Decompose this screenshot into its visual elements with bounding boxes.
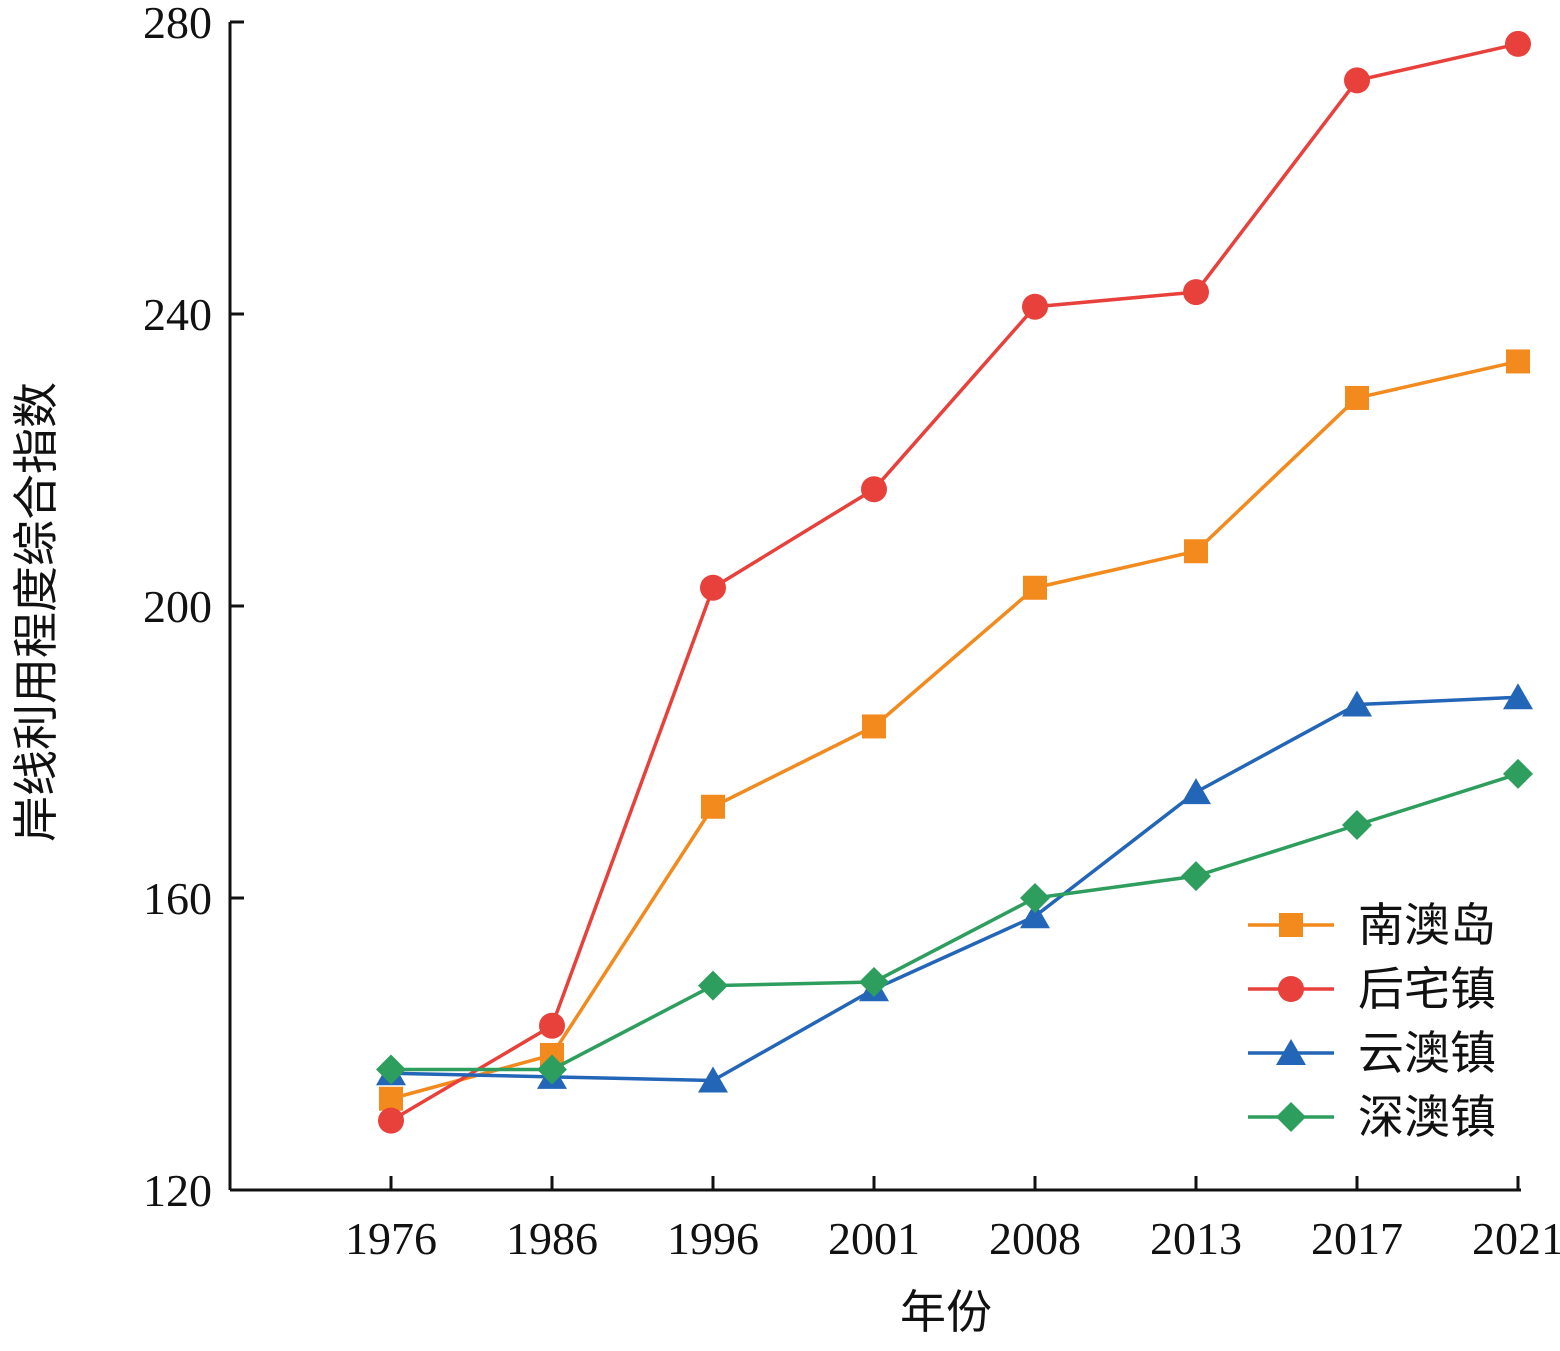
- x-tick-label: 2013: [1150, 1213, 1242, 1264]
- data-point: [1181, 861, 1211, 892]
- data-point: [698, 1066, 728, 1093]
- x-tick-label: 1996: [667, 1213, 759, 1264]
- y-axis-title: 岸线利用程度综合指数: [9, 382, 63, 842]
- series-square: [379, 349, 1530, 1111]
- data-point: [1342, 810, 1372, 840]
- y-tick-label: 280: [143, 0, 212, 48]
- data-point: [862, 714, 886, 739]
- y-tick-label: 240: [143, 289, 212, 340]
- data-point: [1503, 758, 1533, 789]
- data-point: [861, 476, 887, 503]
- y-ticks: 120 160 200 240 280: [143, 0, 244, 1216]
- x-tick-label: 2021: [1472, 1213, 1560, 1264]
- x-tick-label: 2017: [1311, 1213, 1403, 1264]
- data-point: [700, 574, 726, 601]
- legend-item: 云澳镇: [1248, 1026, 1496, 1080]
- legend-marker: [1278, 976, 1304, 1002]
- data-point: [1023, 575, 1047, 600]
- x-tick-label: 1986: [506, 1213, 598, 1264]
- data-point: [1020, 902, 1050, 929]
- series-layer: [376, 30, 1533, 1134]
- legend-label: 后宅镇: [1358, 962, 1496, 1016]
- data-point: [1183, 279, 1209, 306]
- data-point: [1342, 690, 1372, 717]
- series-line: [390, 359, 1519, 1101]
- legend-label: 深澳镇: [1358, 1090, 1496, 1144]
- data-point: [1505, 30, 1531, 57]
- data-point: [537, 1054, 567, 1085]
- legend-item: 深澳镇: [1248, 1090, 1496, 1144]
- legend-marker: [1279, 913, 1303, 937]
- axes: [228, 22, 1521, 1192]
- series-circle: [378, 30, 1531, 1134]
- data-point: [1020, 883, 1050, 913]
- data-point: [1022, 293, 1048, 320]
- data-point: [1506, 349, 1530, 374]
- series-line: [391, 772, 1519, 1072]
- legend-label: 云澳镇: [1358, 1026, 1496, 1080]
- data-point: [376, 1054, 406, 1085]
- x-ticks: 1976 1986 1996 2001 2008 2013 2017 2021: [345, 1176, 1560, 1264]
- data-point: [859, 966, 889, 997]
- legend-item: 后宅镇: [1248, 962, 1496, 1016]
- data-point: [1181, 778, 1211, 805]
- data-point: [1345, 385, 1369, 410]
- data-point: [698, 970, 728, 1001]
- legend-marker: [1276, 1102, 1306, 1132]
- x-tick-label: 1976: [345, 1213, 437, 1264]
- data-point: [1503, 683, 1533, 710]
- y-tick-label: 200: [143, 581, 212, 632]
- data-point: [1344, 67, 1370, 94]
- y-tick-label: 120: [143, 1165, 212, 1216]
- legend-item: 南澳岛: [1248, 898, 1496, 952]
- series-line: [390, 695, 1519, 1083]
- legend-label: 南澳岛: [1358, 898, 1496, 952]
- series-line: [390, 42, 1519, 1123]
- data-point: [539, 1012, 565, 1039]
- data-point: [701, 794, 725, 819]
- data-point: [379, 1086, 403, 1111]
- data-point: [1184, 539, 1208, 564]
- x-axis-title: 年份: [900, 1285, 992, 1339]
- x-tick-label: 2001: [828, 1213, 920, 1264]
- y-tick-label: 160: [143, 873, 212, 924]
- series-diamond: [376, 758, 1533, 1085]
- legend-marker: [1276, 1039, 1306, 1065]
- data-point: [378, 1107, 404, 1134]
- x-tick-label: 2008: [989, 1213, 1081, 1264]
